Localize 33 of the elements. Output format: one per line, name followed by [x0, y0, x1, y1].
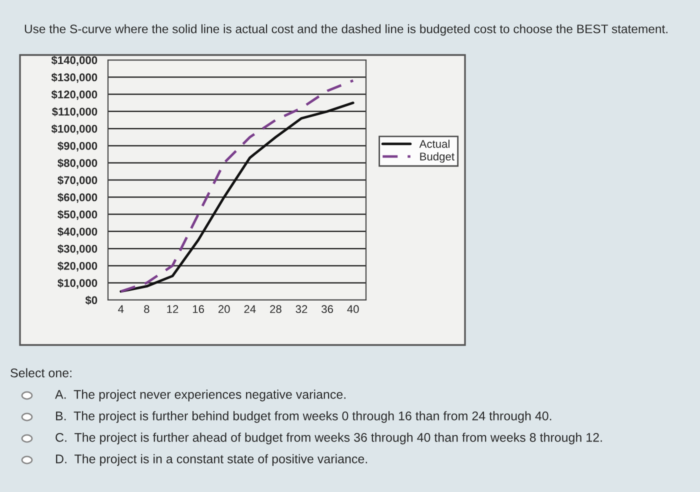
x-tick-label: 24: [244, 305, 256, 313]
y-tick-label: $10,000: [58, 278, 98, 289]
legend-label: Budget: [420, 152, 454, 163]
x-tick-label: 16: [192, 305, 204, 314]
text: A. The project never experiences negative variance.: [55, 390, 346, 402]
y-tick-label: $30,000: [58, 244, 98, 254]
y-tick-label: $70,000: [58, 176, 98, 186]
y-tick-label: $20,000: [58, 261, 98, 272]
y-tick-label: $110,000: [52, 107, 98, 118]
y-tick-label: $60,000: [58, 192, 98, 203]
x-tick-label: 36: [322, 305, 333, 314]
y-tick-label: $40,000: [58, 227, 98, 238]
y-tick-label: $140,000: [51, 56, 98, 66]
text: C. The project is further ahead of budget from weeks 36 through 40 than from weeks 8 through 12.: [56, 432, 602, 444]
x-tick-label: 8: [144, 305, 150, 314]
x-tick-label: 12: [167, 305, 178, 313]
x-tick-label: 40: [347, 305, 359, 314]
x-tick-label: 20: [218, 305, 230, 314]
y-tick-label: $120,000: [51, 90, 98, 100]
x-tick-label: 32: [296, 305, 308, 314]
x-tick-label: 28: [270, 305, 282, 314]
x-tick-label: 4: [118, 305, 124, 313]
chart-title: Use the S-curve where the solid line is actual cost and the dashed line is budgeted cost to choose the BEST statement.: [24, 24, 668, 36]
y-tick-label: $80,000: [58, 158, 98, 169]
y-tick-label: $90,000: [58, 141, 98, 152]
text: D. The project is in a constant state of positive variance.: [56, 454, 367, 466]
text: Select one:: [10, 368, 72, 378]
text: B. The project is further behind budget from weeks 0 through 16 than from 24 through 40.: [56, 411, 552, 423]
y-tick-label: $50,000: [58, 210, 98, 220]
y-tick-label: $130,000: [51, 72, 98, 83]
y-tick-label: $0: [85, 296, 98, 305]
legend-label: Actual: [419, 140, 450, 148]
y-tick-label: $100,000: [51, 124, 98, 134]
